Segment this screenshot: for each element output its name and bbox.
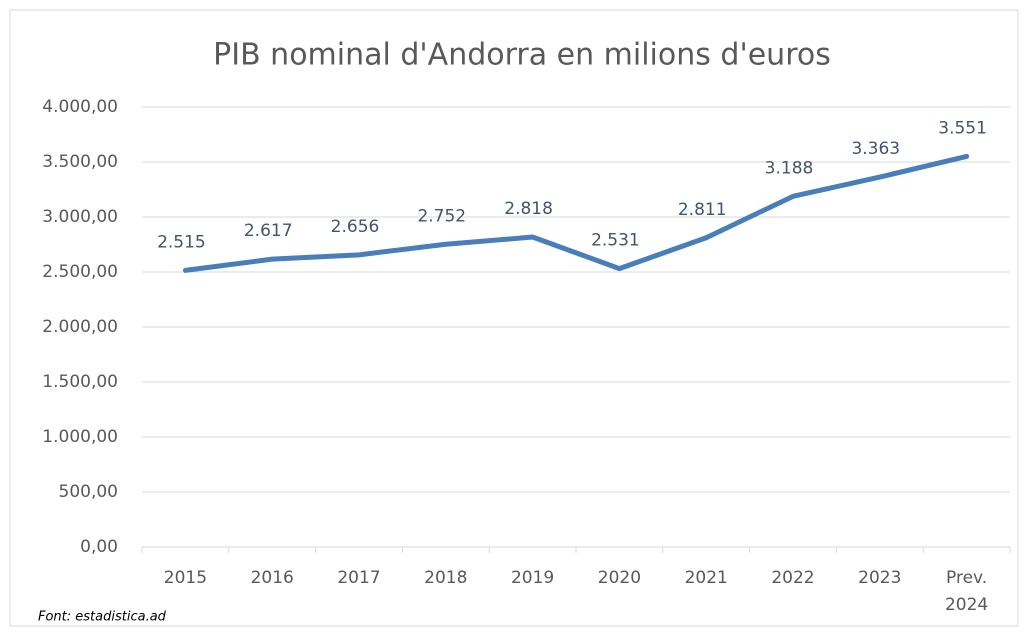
data-label: 3.363 [851, 139, 900, 159]
y-tick-label: 2.000,00 [42, 317, 118, 337]
source-note: Font: estadistica.ad [38, 610, 167, 625]
y-tick-label: 3.500,00 [42, 152, 118, 172]
data-label: 2.818 [504, 199, 553, 219]
x-tick-label: 2018 [424, 568, 467, 588]
data-label: 2.617 [244, 221, 293, 241]
y-tick-label: 1.500,00 [42, 372, 118, 392]
x-tick-label: 2015 [164, 568, 207, 588]
x-tick-label: 2023 [858, 568, 901, 588]
y-tick-label: 3.000,00 [42, 207, 118, 227]
x-tick-label: 2016 [251, 568, 294, 588]
chart-title: PIB nominal d'Andorra en milions d'euros [213, 38, 831, 73]
x-tick-label: 2022 [771, 568, 814, 588]
x-tick-label: 2017 [337, 568, 380, 588]
x-tick-label: 2020 [598, 568, 641, 588]
x-tick-label: 2019 [511, 568, 554, 588]
y-tick-label: 0,00 [80, 537, 118, 557]
data-label: 2.752 [417, 206, 466, 226]
data-label: 2.656 [331, 217, 380, 237]
x-tick-label: Prev. 2024 [945, 568, 988, 615]
x-tick-label: 2021 [685, 568, 728, 588]
data-label: 2.811 [678, 200, 727, 220]
y-tick-label: 500,00 [59, 482, 118, 502]
data-label: 3.188 [765, 158, 814, 178]
y-tick-label: 2.500,00 [42, 262, 118, 282]
data-label: 3.551 [938, 118, 987, 138]
chart-frame [9, 9, 1019, 627]
data-label: 2.515 [157, 232, 206, 252]
line-series [182, 153, 970, 273]
y-tick-label: 1.000,00 [42, 427, 118, 447]
y-tick-label: 4.000,00 [42, 97, 118, 117]
data-label: 2.531 [591, 231, 640, 251]
